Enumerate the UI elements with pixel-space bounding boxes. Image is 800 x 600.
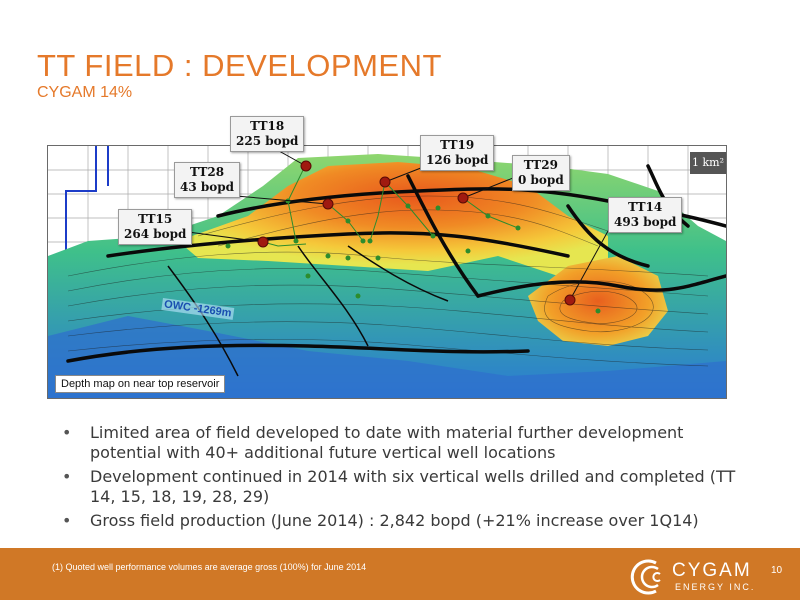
- footer-bar: [0, 548, 800, 600]
- bullet-item: • Limited area of field developed to date…: [60, 423, 740, 463]
- bullet-item: • Gross field production (June 2014) : 2,…: [60, 511, 740, 531]
- well-name: TT19: [440, 138, 475, 152]
- well-callout-tt28: TT28 43 bopd: [174, 162, 241, 198]
- well-rate: 0 bopd: [518, 173, 564, 187]
- cygam-logo-icon: [630, 559, 661, 595]
- well-callout-tt18: TT18 225 bopd: [230, 116, 305, 152]
- bullet-item: • Development continued in 2014 with six …: [60, 467, 740, 507]
- bullet-dot-icon: •: [62, 467, 72, 486]
- well-rate: 126 bopd: [426, 153, 489, 167]
- bullet-dot-icon: •: [62, 511, 72, 530]
- page-title: TT FIELD : DEVELOPMENT: [37, 48, 442, 83]
- well-name: TT14: [628, 200, 663, 214]
- well-name: TT18: [250, 119, 285, 133]
- well-rate: 225 bopd: [236, 134, 299, 148]
- footnote: (1) Quoted well performance volumes are …: [52, 562, 367, 572]
- well-name: TT29: [523, 158, 558, 172]
- depth-map: [47, 145, 727, 399]
- well-name: TT15: [138, 212, 173, 226]
- well-name: TT28: [189, 165, 225, 179]
- bullet-text: Limited area of field developed to date …: [90, 423, 684, 462]
- well-callout-tt19: TT19 126 bopd: [420, 135, 495, 171]
- well-rate: 264 bopd: [124, 227, 187, 241]
- bullet-text: Development continued in 2014 with six v…: [90, 467, 736, 506]
- well-callout-tt15: TT15 264 bopd: [118, 209, 193, 245]
- well-rate: 493 bopd: [614, 215, 677, 229]
- bullet-dot-icon: •: [62, 423, 72, 442]
- well-callout-tt29: TT29 0 bopd: [512, 155, 570, 191]
- page-subtitle: CYGAM 14%: [37, 84, 133, 101]
- page-number: 10: [771, 565, 783, 576]
- logo-name: CYGAM: [672, 560, 752, 581]
- map-caption: Depth map on near top reservoir: [55, 375, 226, 393]
- logo-subtitle: ENERGY INC.: [675, 582, 756, 592]
- well-rate: 43 bopd: [180, 180, 235, 194]
- bullet-list: • Limited area of field developed to date…: [60, 423, 740, 535]
- depth-map-image: [48, 146, 726, 398]
- well-callout-tt14: TT14 493 bopd: [608, 197, 683, 233]
- scale-label: 1 km²: [690, 152, 726, 174]
- bullet-text: Gross field production (June 2014) : 2,8…: [90, 511, 699, 530]
